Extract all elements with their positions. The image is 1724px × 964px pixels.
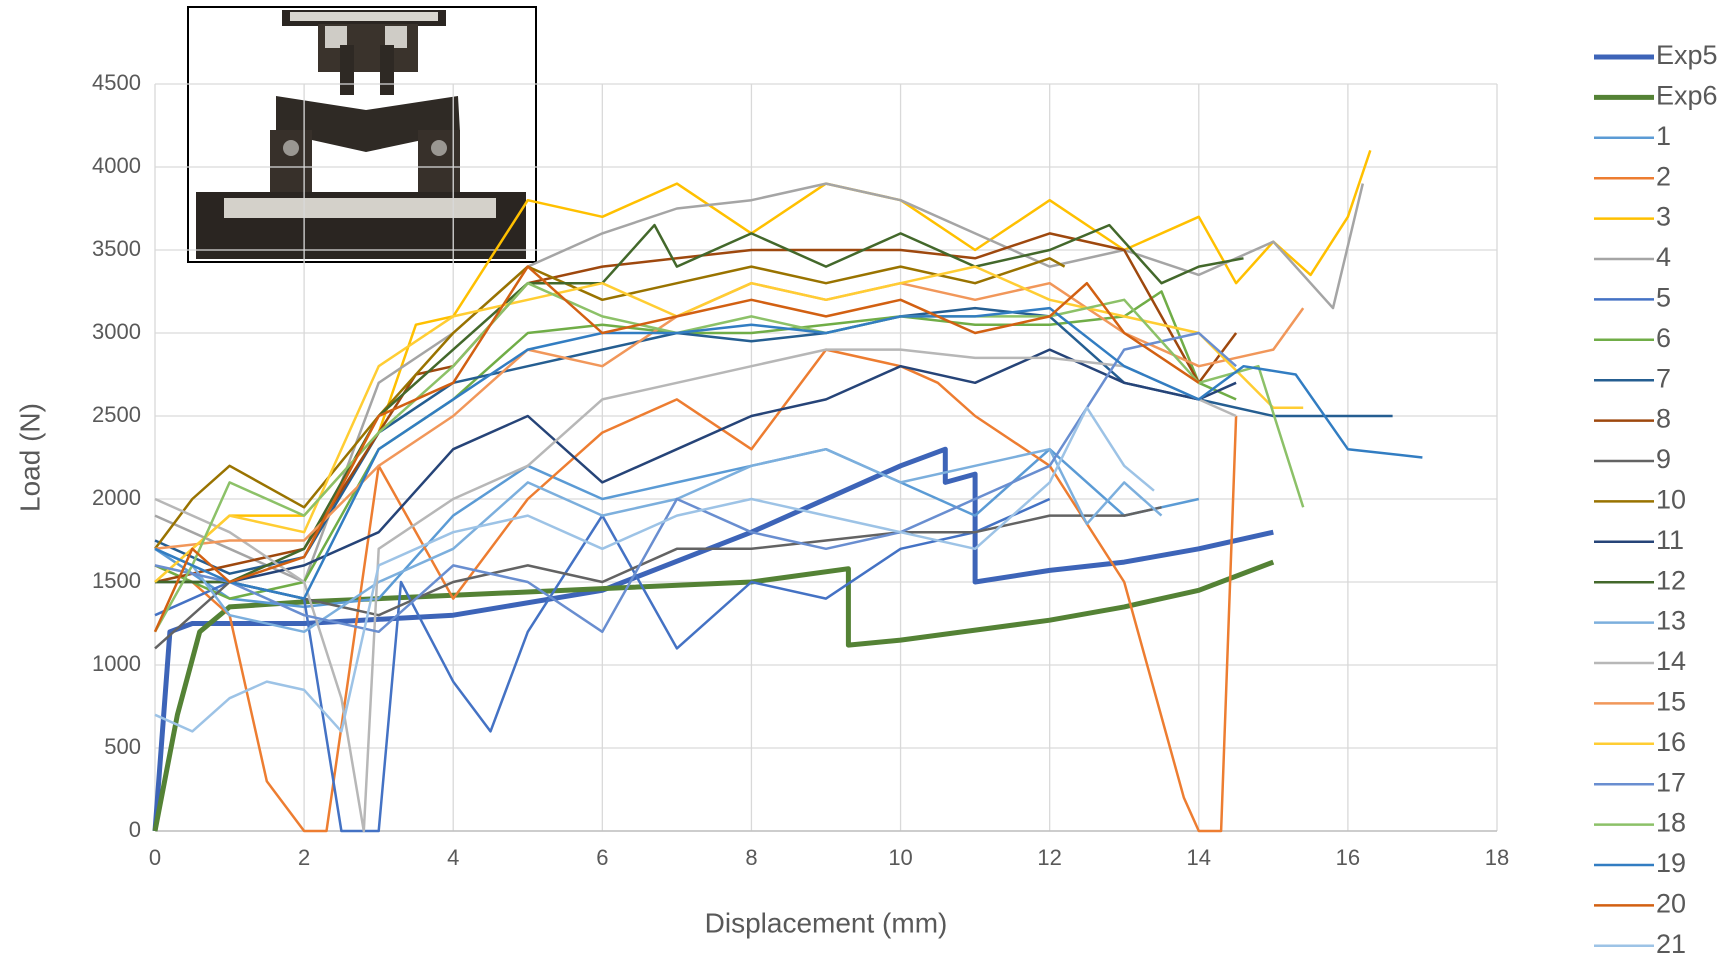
series-line bbox=[154, 506, 1162, 650]
series-line bbox=[154, 306, 1423, 600]
x-tick-label: 8 bbox=[745, 845, 757, 870]
legend-label: 3 bbox=[1656, 202, 1671, 232]
y-tick-label: 2000 bbox=[92, 485, 141, 510]
series-line bbox=[152, 446, 1274, 832]
legend-label: 20 bbox=[1656, 889, 1686, 919]
y-tick-label: 4000 bbox=[92, 153, 141, 178]
legend-label: 21 bbox=[1656, 929, 1686, 959]
inset-photo bbox=[187, 6, 537, 263]
legend-label: 9 bbox=[1656, 444, 1671, 474]
series-line bbox=[154, 497, 1051, 833]
y-tick-label: 1000 bbox=[92, 651, 141, 676]
y-tick-label: 3500 bbox=[92, 236, 141, 261]
legend-label: Exp6 bbox=[1656, 81, 1718, 111]
y-axis-title: Load (N) bbox=[14, 403, 45, 512]
y-tick-label: 3000 bbox=[92, 319, 141, 344]
legend-label: 17 bbox=[1656, 767, 1686, 797]
legend-label: 7 bbox=[1656, 363, 1671, 393]
legend-label: 15 bbox=[1656, 687, 1686, 717]
series-line bbox=[153, 257, 1066, 550]
x-tick-label: 0 bbox=[149, 845, 161, 870]
x-tick-label: 2 bbox=[298, 845, 310, 870]
legend-label: 5 bbox=[1656, 283, 1671, 313]
legend-label: 19 bbox=[1656, 848, 1686, 878]
series-line bbox=[154, 182, 1365, 584]
series-line bbox=[154, 306, 1393, 575]
x-tick-label: 18 bbox=[1485, 845, 1509, 870]
y-tick-label: 1500 bbox=[92, 568, 141, 593]
series-line bbox=[153, 265, 1200, 633]
series-line bbox=[154, 232, 1238, 584]
legend-label: 12 bbox=[1656, 565, 1686, 595]
legend-label: 16 bbox=[1656, 727, 1686, 757]
series-line bbox=[154, 406, 1155, 733]
x-tick-label: 14 bbox=[1187, 845, 1211, 870]
legend-label: 4 bbox=[1656, 242, 1671, 272]
legend-label: 11 bbox=[1656, 525, 1684, 555]
series-line bbox=[154, 348, 1237, 833]
legend-label: 1 bbox=[1656, 121, 1671, 151]
x-tick-label: 10 bbox=[888, 845, 912, 870]
y-tick-label: 500 bbox=[104, 734, 141, 759]
y-tick-label: 2500 bbox=[92, 402, 141, 427]
legend-label: 18 bbox=[1656, 808, 1686, 838]
legend-label: 2 bbox=[1656, 161, 1671, 191]
x-axis-title: Displacement (mm) bbox=[705, 907, 948, 938]
legend-label: 14 bbox=[1656, 646, 1686, 676]
y-tick-label: 0 bbox=[129, 817, 141, 842]
legend-label: 13 bbox=[1656, 606, 1686, 636]
legend-label: 10 bbox=[1656, 485, 1686, 515]
series-line bbox=[153, 281, 1305, 633]
y-tick-label: 4500 bbox=[92, 70, 141, 95]
x-tick-label: 12 bbox=[1037, 845, 1061, 870]
x-tick-label: 16 bbox=[1336, 845, 1360, 870]
series-line bbox=[154, 265, 1304, 583]
series-line bbox=[154, 348, 1238, 833]
x-tick-label: 4 bbox=[447, 845, 459, 870]
legend-label: Exp5 bbox=[1656, 40, 1718, 70]
legend: Exp5Exp612345678910111213141516171819202… bbox=[1594, 40, 1718, 959]
legend-label: 6 bbox=[1656, 323, 1671, 353]
series-line bbox=[155, 348, 1237, 584]
x-tick-label: 6 bbox=[596, 845, 608, 870]
legend-label: 8 bbox=[1656, 404, 1671, 434]
series-line bbox=[154, 290, 1237, 600]
